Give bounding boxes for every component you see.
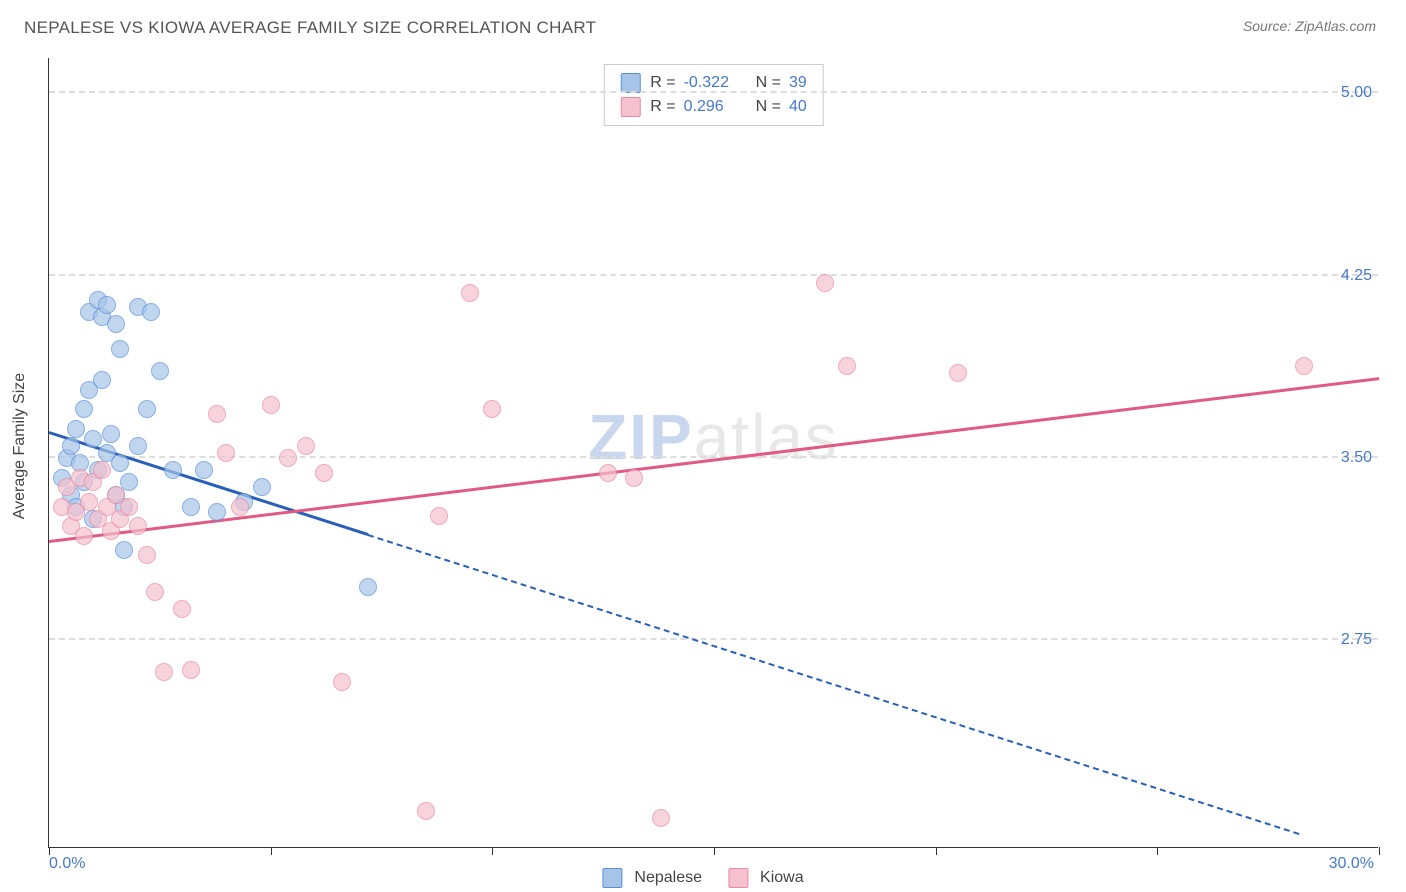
gridline xyxy=(49,274,1378,276)
legend-swatch xyxy=(602,868,622,888)
watermark: ZIPatlas xyxy=(588,400,839,474)
data-point xyxy=(652,809,670,827)
x-tick xyxy=(49,847,50,855)
data-point xyxy=(1295,357,1313,375)
scatter-chart: ZIPatlas R =-0.322N =39R = 0.296N =40 2.… xyxy=(48,58,1378,848)
legend-row: R = 0.296 N = 40 xyxy=(620,95,806,119)
legend-n-label: N = xyxy=(756,95,781,119)
data-point xyxy=(151,362,169,380)
data-point xyxy=(599,464,617,482)
data-point xyxy=(315,464,333,482)
data-point xyxy=(80,493,98,511)
x-tick xyxy=(1379,847,1380,855)
data-point xyxy=(120,498,138,516)
legend-item: Kiowa xyxy=(728,868,804,888)
data-point xyxy=(333,673,351,691)
x-tick xyxy=(492,847,493,855)
y-axis-label: Average Family Size xyxy=(11,373,29,519)
legend-n-value: 40 xyxy=(789,95,807,119)
gridline xyxy=(49,638,1378,640)
data-point xyxy=(146,583,164,601)
trend-line xyxy=(49,377,1379,543)
x-tick xyxy=(1157,847,1158,855)
data-point xyxy=(111,340,129,358)
source-attribution: Source: ZipAtlas.com xyxy=(1243,18,1376,34)
data-point xyxy=(461,284,479,302)
trend-line-extrapolated xyxy=(368,534,1300,835)
legend-swatch xyxy=(620,73,640,93)
legend-label: Kiowa xyxy=(760,869,804,887)
data-point xyxy=(949,364,967,382)
data-point xyxy=(155,663,173,681)
x-axis-max-label: 30.0% xyxy=(1329,855,1374,873)
data-point xyxy=(195,461,213,479)
data-point xyxy=(164,461,182,479)
data-point xyxy=(816,274,834,292)
data-point xyxy=(75,400,93,418)
data-point xyxy=(75,527,93,545)
data-point xyxy=(253,478,271,496)
legend-label: Nepalese xyxy=(634,869,702,887)
data-point xyxy=(138,546,156,564)
data-point xyxy=(102,425,120,443)
data-point xyxy=(129,437,147,455)
data-point xyxy=(208,503,226,521)
chart-title: NEPALESE VS KIOWA AVERAGE FAMILY SIZE CO… xyxy=(24,18,596,38)
data-point xyxy=(67,420,85,438)
series-legend: Nepalese Kiowa xyxy=(602,868,803,888)
gridline xyxy=(49,91,1378,93)
legend-swatch xyxy=(620,97,640,117)
x-tick xyxy=(936,847,937,855)
data-point xyxy=(359,578,377,596)
data-point xyxy=(142,303,160,321)
data-point xyxy=(115,541,133,559)
y-tick-label: 5.00 xyxy=(1341,84,1372,102)
data-point xyxy=(483,400,501,418)
data-point xyxy=(107,315,125,333)
legend-r-label: R = xyxy=(650,95,675,119)
data-point xyxy=(129,517,147,535)
data-point xyxy=(182,661,200,679)
x-tick xyxy=(271,847,272,855)
x-axis-min-label: 0.0% xyxy=(49,855,85,873)
data-point xyxy=(417,802,435,820)
data-point xyxy=(208,405,226,423)
data-point xyxy=(279,449,297,467)
data-point xyxy=(430,507,448,525)
legend-r-value: 0.296 xyxy=(684,95,740,119)
data-point xyxy=(111,454,129,472)
data-point xyxy=(62,437,80,455)
data-point xyxy=(84,430,102,448)
data-point xyxy=(182,498,200,516)
data-point xyxy=(217,444,235,462)
y-tick-label: 4.25 xyxy=(1341,267,1372,285)
data-point xyxy=(297,437,315,455)
legend-item: Nepalese xyxy=(602,868,702,888)
data-point xyxy=(93,371,111,389)
data-point xyxy=(231,498,249,516)
correlation-legend: R =-0.322N =39R = 0.296N =40 xyxy=(603,64,823,126)
x-tick xyxy=(714,847,715,855)
y-tick-label: 2.75 xyxy=(1341,631,1372,649)
data-point xyxy=(262,396,280,414)
data-point xyxy=(173,600,191,618)
y-tick-label: 3.50 xyxy=(1341,449,1372,467)
data-point xyxy=(138,400,156,418)
data-point xyxy=(93,461,111,479)
data-point xyxy=(625,469,643,487)
data-point xyxy=(838,357,856,375)
data-point xyxy=(98,296,116,314)
legend-swatch xyxy=(728,868,748,888)
